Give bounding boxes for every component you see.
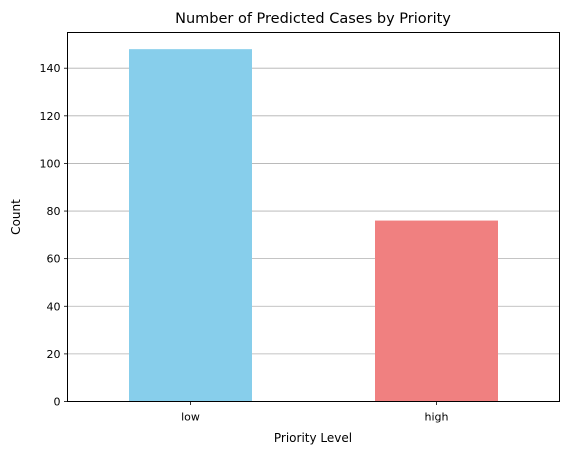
bar-high: [375, 220, 498, 402]
y-tick-label: 100: [40, 157, 61, 170]
y-tick-label: 80: [47, 205, 61, 218]
y-tick-label: 0: [54, 396, 61, 409]
y-axis-label: Count: [9, 199, 23, 235]
y-tick-label: 20: [47, 348, 61, 361]
y-tick-label: 120: [40, 110, 61, 123]
x-tick-label: low: [181, 411, 200, 424]
plot-area-frame: [67, 32, 560, 402]
x-axis-ticks: low high: [181, 401, 449, 424]
chart-title: Number of Predicted Cases by Priority: [175, 11, 451, 27]
y-axis-ticks: 0 20 40 60 80 100 120 140: [40, 62, 68, 409]
y-tick-label: 140: [40, 62, 61, 75]
bar-low: [129, 49, 252, 402]
x-axis-label: Priority Level: [274, 431, 352, 445]
bars: [129, 49, 498, 402]
y-tick-label: 40: [47, 300, 61, 313]
x-tick-label: high: [425, 411, 449, 424]
y-tick-label: 60: [47, 253, 61, 266]
